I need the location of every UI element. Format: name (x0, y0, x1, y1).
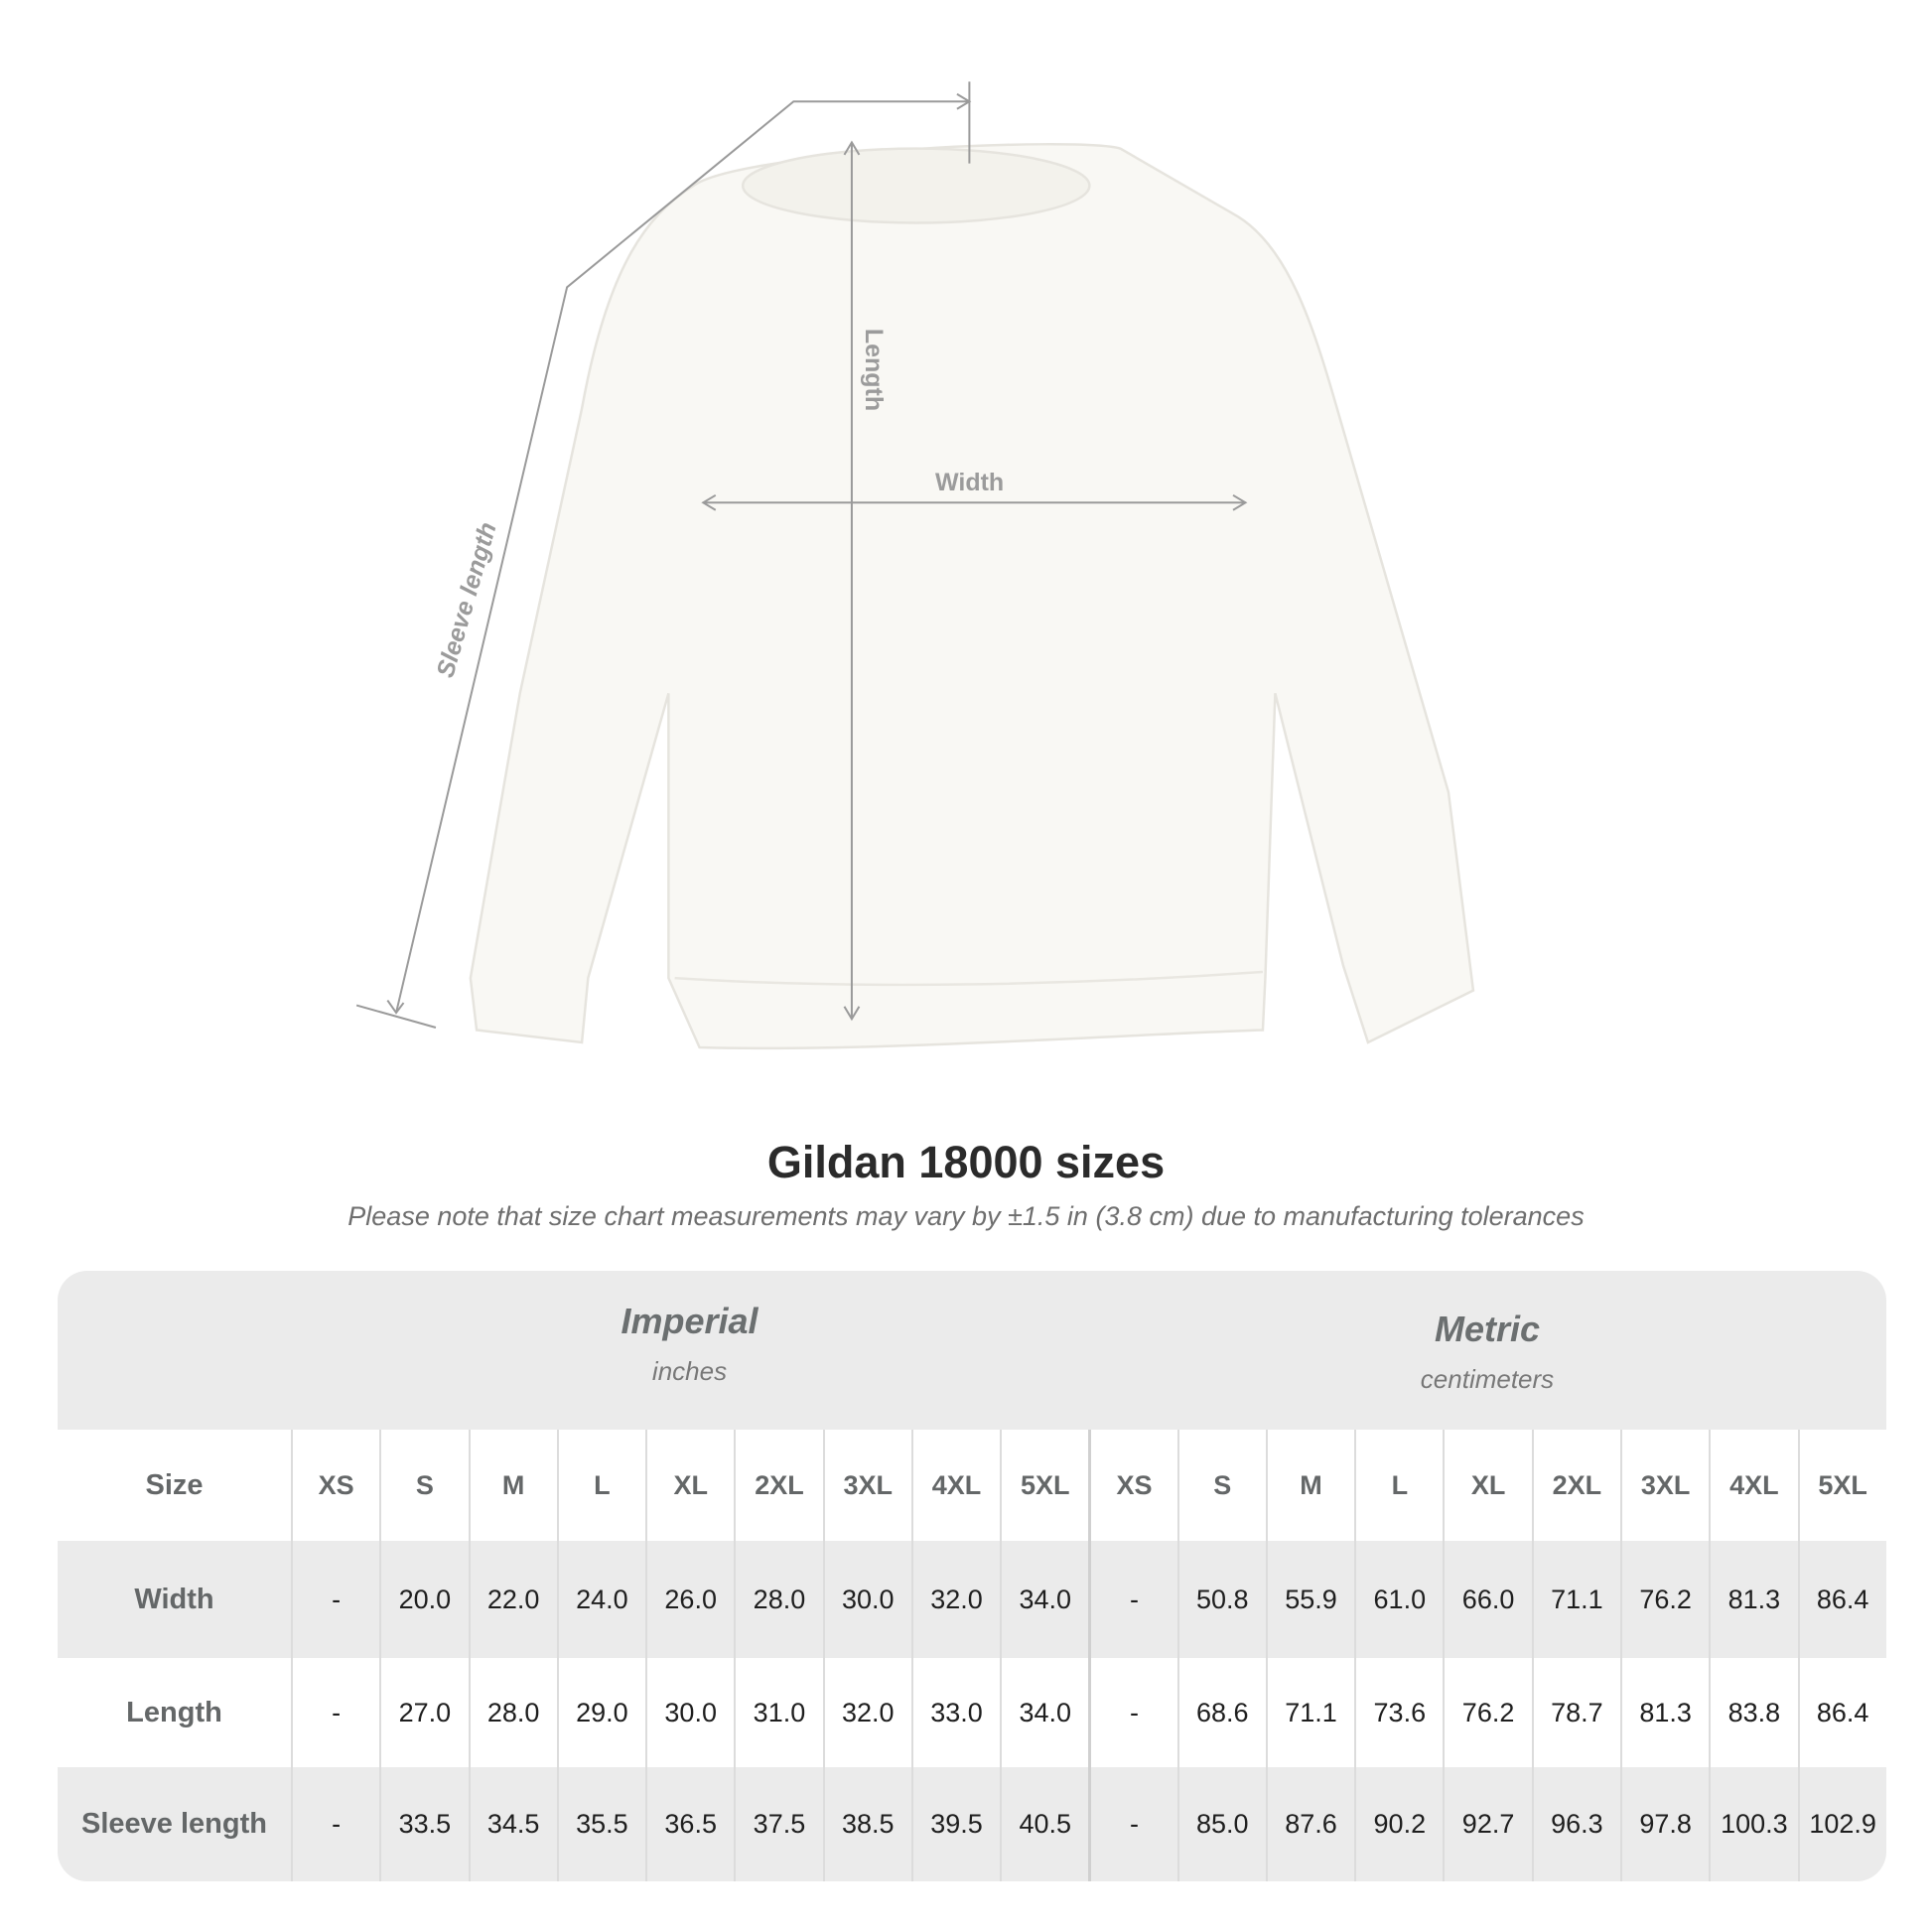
size-header-cell: 4XL (910, 1430, 1000, 1541)
imperial-unit: inches (651, 1356, 728, 1386)
value-cell: 36.5 (645, 1767, 734, 1881)
imperial-header: Imperial inches (291, 1301, 1088, 1387)
size-header-cell: 3XL (1619, 1430, 1709, 1541)
size-header-cell: 2XL (1531, 1430, 1620, 1541)
value-cell: 55.9 (1265, 1541, 1354, 1658)
value-cell: 26.0 (645, 1541, 734, 1658)
length-label: Length (860, 328, 889, 412)
value-cell: 92.7 (1443, 1767, 1531, 1881)
value-cell: 68.6 (1176, 1658, 1266, 1767)
value-cell: 29.0 (556, 1658, 645, 1767)
table-row-width: Width -20.0 22.0 24.0 26.0 28.0 30.0 32.0 34.0-5… (58, 1541, 1886, 1658)
row-label: Length (126, 1696, 222, 1728)
value-cell: 28.0 (734, 1541, 822, 1658)
size-header-cell: XL (1443, 1430, 1531, 1541)
value-cell: - (291, 1658, 379, 1767)
table-row-sleeve-length: Sleeve length -33.5 34.5 35.5 36.5 37.5 38.5 39… (58, 1767, 1886, 1881)
size-header-cell: 5XL (1000, 1430, 1088, 1541)
metric-title: Metric (1434, 1309, 1541, 1349)
value-cell: 81.3 (1619, 1658, 1709, 1767)
sweatshirt-diagram: Width Length Sleeve length (355, 81, 1475, 1050)
value-cell: 22.0 (468, 1541, 557, 1658)
value-cell: 34.0 (1000, 1541, 1088, 1658)
row-label: Sleeve length (81, 1808, 267, 1840)
value-cell: 78.7 (1531, 1658, 1620, 1767)
value-cell: 40.5 (1000, 1767, 1088, 1881)
value-cell: 38.5 (822, 1767, 911, 1881)
value-cell: 35.5 (556, 1767, 645, 1881)
size-header-cell: L (1354, 1430, 1443, 1541)
tolerance-note: Please note that size chart measurements… (347, 1201, 1585, 1231)
value-cell: 96.3 (1531, 1767, 1620, 1881)
value-cell: 20.0 (379, 1541, 468, 1658)
page-title: Gildan 18000 sizes (766, 1137, 1166, 1187)
value-cell: 76.2 (1619, 1541, 1709, 1658)
value-cell: 102.9 (1797, 1767, 1886, 1881)
value-cell: 33.5 (379, 1767, 468, 1881)
size-chart-table: Imperial inches Metric centimeters Size X… (58, 1271, 1886, 1881)
value-cell: 90.2 (1354, 1767, 1443, 1881)
value-cell: 71.1 (1265, 1658, 1354, 1767)
value-cell: 33.0 (910, 1658, 1000, 1767)
value-cell: 76.2 (1443, 1658, 1531, 1767)
value-cell: 83.8 (1709, 1658, 1797, 1767)
value-cell: 100.3 (1709, 1767, 1797, 1881)
size-header-cell: S (1176, 1430, 1266, 1541)
size-header-cell: 3XL (822, 1430, 911, 1541)
metric-header: Metric centimeters (1088, 1309, 1886, 1395)
value-cell: 85.0 (1176, 1767, 1266, 1881)
size-header-cell: 4XL (1709, 1430, 1797, 1541)
collar (741, 147, 1091, 224)
width-label: Width (935, 469, 1005, 496)
value-cell: 30.0 (645, 1658, 734, 1767)
value-cell: 34.0 (1000, 1658, 1088, 1767)
imperial-title: Imperial (621, 1301, 759, 1341)
value-cell: 32.0 (910, 1541, 1000, 1658)
value-cell: 37.5 (734, 1767, 822, 1881)
value-cell: 87.6 (1265, 1767, 1354, 1881)
value-cell: - (1088, 1658, 1176, 1767)
metric-unit: centimeters (1420, 1364, 1555, 1394)
value-cell: 81.3 (1709, 1541, 1797, 1658)
value-cell: 28.0 (468, 1658, 557, 1767)
size-row: Size XS S M L XL 2XL 3XL 4XL 5XL XS S M L XL 2XL 3XL 4XL 5… (58, 1430, 1886, 1541)
value-cell: 66.0 (1443, 1541, 1531, 1658)
table-row-length: Length -27.0 28.0 29.0 30.0 31.0 32.0 33.0 34.0-… (58, 1658, 1886, 1767)
size-header-cell: M (468, 1430, 557, 1541)
size-header-cell: XL (645, 1430, 734, 1541)
size-header-cell: M (1265, 1430, 1354, 1541)
value-cell: 34.5 (468, 1767, 557, 1881)
size-header-cell: L (556, 1430, 645, 1541)
value-cell: 86.4 (1797, 1541, 1886, 1658)
value-cell: 39.5 (910, 1767, 1000, 1881)
value-cell: 73.6 (1354, 1658, 1443, 1767)
size-header-cell: 5XL (1797, 1430, 1886, 1541)
value-cell: 30.0 (822, 1541, 911, 1658)
size-header-cell: XS (1088, 1430, 1176, 1541)
value-cell: 27.0 (379, 1658, 468, 1767)
sweatshirt-body (469, 143, 1475, 1050)
value-cell: 50.8 (1176, 1541, 1266, 1658)
value-cell: 97.8 (1619, 1767, 1709, 1881)
value-cell: - (291, 1541, 379, 1658)
row-label: Width (134, 1583, 214, 1615)
size-header-cell: S (379, 1430, 468, 1541)
value-cell: - (291, 1767, 379, 1881)
row-label: Size (145, 1468, 204, 1501)
value-cell: 31.0 (734, 1658, 822, 1767)
value-cell: - (1088, 1767, 1176, 1881)
size-header-cell: 2XL (734, 1430, 822, 1541)
waistband-seam (674, 970, 1264, 987)
sleeve-length-line (395, 100, 970, 1014)
value-cell: 61.0 (1354, 1541, 1443, 1658)
value-cell: 32.0 (822, 1658, 911, 1767)
size-header-cell: XS (291, 1430, 379, 1541)
value-cell: 71.1 (1531, 1541, 1620, 1658)
value-cell: - (1088, 1541, 1176, 1658)
value-cell: 24.0 (556, 1541, 645, 1658)
sweatshirt-illustration (355, 81, 1475, 1050)
value-cell: 86.4 (1797, 1658, 1886, 1767)
